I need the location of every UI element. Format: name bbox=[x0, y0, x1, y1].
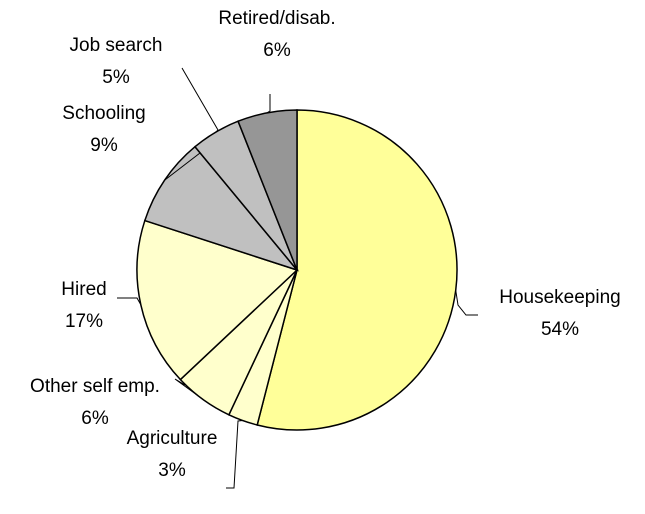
slice-percent: 54% bbox=[541, 319, 579, 340]
slice-name: Schooling bbox=[62, 103, 145, 124]
slice-retired-disab bbox=[237, 109, 298, 271]
leader-line-schooling bbox=[164, 152, 201, 181]
slice-labels: Housekeeping 54% Agriculture 3% Other self e… bbox=[30, 8, 621, 481]
slice-percent: 17% bbox=[65, 311, 103, 332]
slice-hired bbox=[136, 219, 299, 381]
slice-label-other-self-emp: Other self emp. 6% bbox=[30, 376, 160, 429]
slice-label-hired: Hired 17% bbox=[61, 279, 106, 332]
leader-line-hired bbox=[117, 297, 142, 306]
slice-label-agriculture: Agriculture 3% bbox=[127, 428, 218, 481]
slice-percent: 6% bbox=[263, 40, 291, 61]
leader-line-job-search bbox=[181, 67, 219, 133]
slice-name: Retired/disab. bbox=[218, 8, 335, 29]
slice-percent: 9% bbox=[90, 135, 118, 156]
slice-name: Hired bbox=[61, 279, 106, 300]
slice-label-job-search: Job search 5% bbox=[70, 35, 163, 88]
slice-housekeeping bbox=[256, 109, 458, 431]
leader-lines bbox=[117, 67, 478, 489]
slice-name: Housekeeping bbox=[499, 287, 620, 308]
pie-slices bbox=[136, 109, 458, 431]
slice-label-housekeeping: Housekeeping 54% bbox=[499, 287, 620, 340]
leader-line-retired-disab bbox=[266, 94, 271, 114]
slice-label-schooling: Schooling 9% bbox=[62, 103, 145, 156]
slice-name: Job search bbox=[70, 35, 163, 56]
leader-line-other-self-emp bbox=[174, 378, 204, 400]
slice-percent: 6% bbox=[81, 408, 109, 429]
leader-line-housekeeping bbox=[455, 290, 478, 316]
slice-percent: 5% bbox=[102, 67, 130, 88]
slice-percent: 3% bbox=[158, 460, 186, 481]
leader-line-agriculture bbox=[226, 420, 243, 489]
slice-label-retired-disab: Retired/disab. 6% bbox=[218, 8, 335, 61]
slice-name: Other self emp. bbox=[30, 376, 160, 397]
slice-name: Agriculture bbox=[127, 428, 218, 449]
